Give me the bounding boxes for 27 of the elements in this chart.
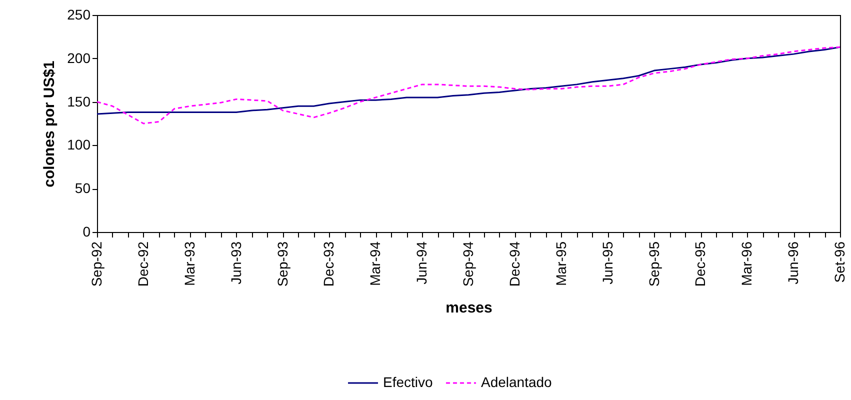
legend-label: Efectivo — [383, 374, 434, 390]
x-tick-label: Dec-93 — [320, 241, 337, 287]
x-tick-label: Mar-94 — [367, 241, 384, 286]
x-tick-label: Jun-95 — [599, 241, 616, 284]
y-tick-label: 200 — [67, 50, 91, 66]
x-tick-label: Jun-96 — [785, 241, 802, 284]
x-tick-label: Mar-93 — [181, 241, 198, 286]
y-tick-label: 100 — [67, 136, 91, 153]
x-tick-label: Set-96 — [832, 241, 848, 283]
y-tick-label: 0 — [82, 224, 91, 240]
y-tick-label: 150 — [67, 93, 91, 110]
x-tick-label: Dec-95 — [692, 241, 708, 287]
legend-label: Adelantado — [481, 374, 552, 390]
y-axis-title: colones por US$1 — [41, 60, 58, 188]
x-tick-label: Sep-93 — [274, 241, 290, 287]
y-tick-label: 50 — [74, 180, 91, 196]
y-tick-label: 250 — [67, 6, 91, 22]
x-tick-label: Mar-96 — [738, 241, 755, 286]
x-tick-label: Mar-95 — [552, 241, 569, 286]
x-tick-label: Jun-94 — [414, 241, 430, 284]
x-axis-title: meses — [446, 300, 492, 317]
x-tick-label: Jun-93 — [228, 241, 244, 284]
x-tick-label: Sep-92 — [88, 241, 104, 287]
x-tick-label: Sep-94 — [460, 241, 476, 287]
x-tick-label: Sep-95 — [646, 241, 662, 287]
x-tick-label: Dec-92 — [134, 241, 151, 287]
x-tick-label: Dec-94 — [506, 241, 522, 287]
